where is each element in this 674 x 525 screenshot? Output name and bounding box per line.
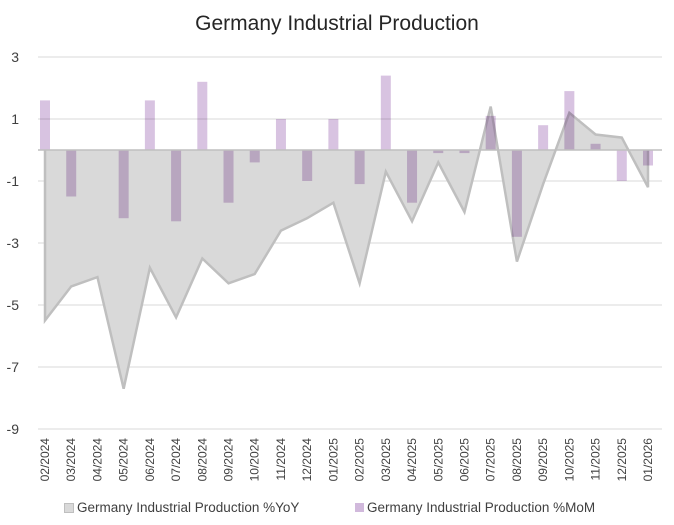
mom-bar	[302, 150, 313, 181]
x-tick-label: 07/2024	[169, 438, 183, 482]
x-tick-label: 04/2024	[90, 438, 104, 482]
x-tick-label: 10/2025	[562, 438, 576, 482]
y-tick-label: -1	[7, 173, 20, 189]
mom-bar-series	[40, 75, 653, 237]
x-tick-label: 08/2025	[510, 438, 524, 482]
mom-bar	[485, 115, 496, 150]
mom-bar	[433, 150, 444, 154]
mom-bar	[538, 125, 549, 150]
legend-item-yoy[interactable]: Germany Industrial Production %YoY	[64, 500, 299, 515]
mom-bar	[249, 150, 260, 163]
mom-bar	[354, 150, 365, 185]
x-tick-label: 12/2024	[300, 438, 314, 482]
chart-title: Germany Industrial Production	[195, 12, 479, 35]
x-tick-label: 06/2025	[457, 438, 471, 482]
x-tick-label: 05/2025	[431, 438, 445, 482]
x-tick-label: 02/2024	[38, 438, 52, 482]
legend-label-yoy: Germany Industrial Production %YoY	[77, 500, 300, 515]
x-axis-ticks: 02/2024 03/2024 04/2024 05/2024 06/2024 07/20…	[38, 438, 655, 482]
mom-bar	[328, 119, 339, 150]
mom-bar	[459, 150, 470, 154]
mom-bar	[275, 119, 286, 150]
mom-bar	[171, 150, 182, 222]
yoy-area-series	[43, 106, 650, 389]
y-axis-ticks: 3 1 -1 -3 -5 -7 -9	[7, 49, 20, 437]
mom-bar	[590, 143, 601, 150]
x-tick-label: 09/2025	[536, 438, 550, 482]
x-tick-label: 01/2026	[641, 438, 655, 482]
y-tick-label: -7	[7, 359, 20, 375]
x-tick-label: 11/2025	[589, 438, 603, 481]
mom-bar	[380, 75, 391, 150]
mom-bar	[643, 150, 653, 166]
mom-bar	[197, 81, 208, 150]
y-tick-label: 1	[11, 111, 19, 127]
x-tick-label: 02/2025	[353, 438, 367, 482]
x-tick-label: 06/2024	[143, 438, 157, 482]
legend: Germany Industrial Production %YoY Germa…	[0, 500, 674, 520]
legend-swatch-mom	[355, 503, 364, 512]
x-tick-label: 01/2025	[326, 438, 340, 482]
y-tick-label: -3	[7, 235, 20, 251]
x-tick-label: 11/2024	[274, 438, 288, 481]
legend-swatch-yoy	[64, 502, 74, 513]
legend-label-mom: Germany Industrial Production %MoM	[367, 500, 596, 515]
y-tick-label: -5	[7, 297, 20, 313]
mom-bar	[118, 150, 129, 219]
x-tick-label: 03/2024	[64, 438, 78, 482]
x-tick-label: 05/2024	[117, 438, 131, 482]
x-tick-label: 04/2025	[405, 438, 419, 482]
x-tick-label: 12/2025	[615, 438, 629, 482]
x-tick-label: 09/2024	[222, 438, 236, 482]
x-tick-label: 07/2025	[484, 438, 498, 482]
mom-bar	[511, 150, 522, 237]
mom-bar	[616, 150, 627, 181]
x-tick-label: 08/2024	[195, 438, 209, 482]
mom-bar	[66, 150, 77, 197]
y-tick-label: -9	[7, 421, 20, 437]
mom-bar	[40, 100, 50, 150]
mom-bar	[144, 100, 155, 150]
yoy-area-fill	[45, 106, 648, 389]
x-tick-label: 03/2025	[379, 438, 393, 482]
legend-item-mom[interactable]: Germany Industrial Production %MoM	[355, 500, 595, 515]
y-tick-label: 3	[11, 49, 19, 65]
mom-bar	[407, 150, 418, 203]
mom-bar	[564, 91, 575, 150]
mom-bar	[223, 150, 234, 203]
x-tick-label: 10/2024	[248, 438, 262, 482]
